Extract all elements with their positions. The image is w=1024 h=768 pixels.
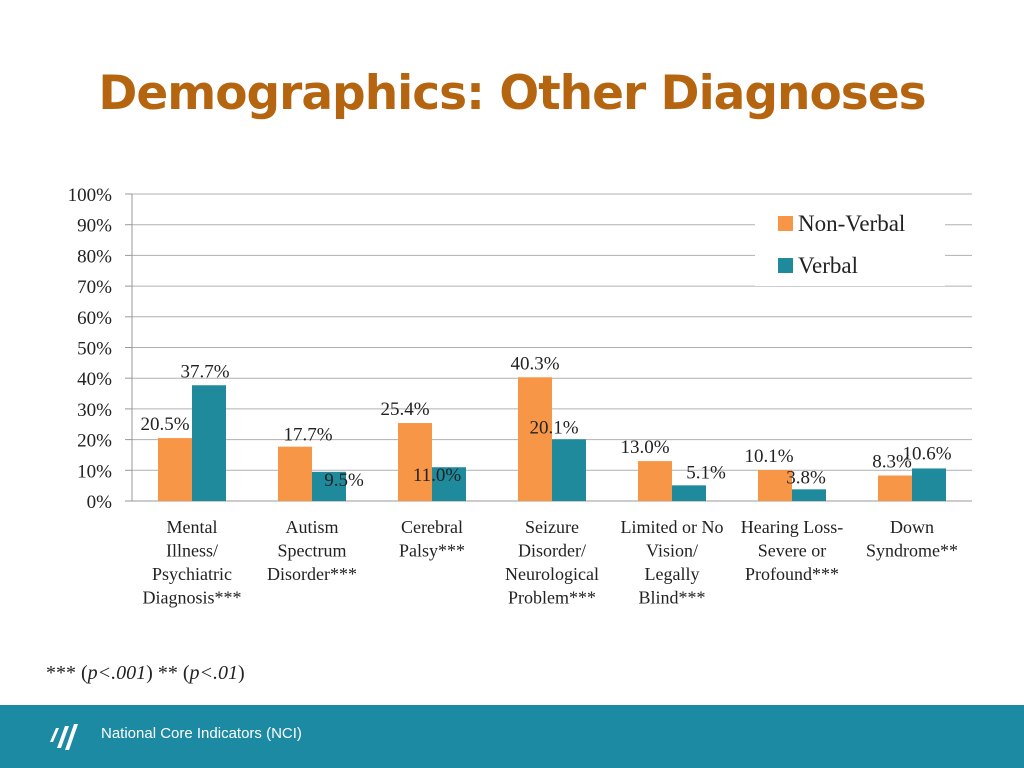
- data-label: 9.5%: [324, 470, 364, 491]
- bar-verbal: [672, 485, 706, 501]
- x-category-label: Disorder/: [518, 541, 586, 561]
- y-tick-label: 20%: [77, 431, 112, 452]
- footer-bar: National Core Indicators (NCI): [0, 705, 1024, 768]
- data-label: 8.3%: [872, 452, 912, 473]
- y-tick-label: 50%: [77, 339, 112, 360]
- y-tick-label: 100%: [68, 185, 113, 206]
- footnote-part: ): [238, 662, 245, 684]
- data-label: 5.1%: [686, 462, 726, 483]
- y-tick-label: 10%: [77, 461, 112, 482]
- data-label: 11.0%: [413, 465, 462, 486]
- y-tick-label: 60%: [77, 308, 112, 329]
- x-category-label: Vision/: [646, 541, 698, 561]
- bar-non-verbal: [398, 423, 432, 501]
- x-category-label: Autism: [285, 517, 338, 537]
- x-category-label: Neurological: [505, 564, 599, 584]
- bar-verbal: [792, 489, 826, 501]
- legend-label: Non-Verbal: [798, 211, 905, 236]
- x-category-label: Disorder***: [267, 564, 357, 584]
- data-label: 3.8%: [786, 467, 826, 488]
- legend-swatch: [778, 216, 793, 231]
- x-category-label: Diagnosis***: [143, 588, 242, 608]
- bar-non-verbal: [638, 461, 672, 501]
- x-category-label: Severe or: [758, 541, 826, 561]
- x-category-label: Down: [890, 517, 934, 537]
- x-category-label: Hearing Loss-: [741, 517, 843, 537]
- data-label: 37.7%: [180, 361, 229, 382]
- y-tick-label: 30%: [77, 400, 112, 421]
- bar-verbal: [552, 439, 586, 501]
- footnote-part: ) ** (: [146, 662, 190, 684]
- x-category-label: Profound***: [745, 564, 839, 584]
- footer-organization: National Core Indicators (NCI): [101, 725, 302, 742]
- bar-non-verbal: [278, 446, 312, 501]
- bar-non-verbal: [758, 469, 792, 501]
- x-category-label: Illness/: [166, 541, 218, 561]
- footnote-part: p<.001: [87, 662, 147, 684]
- slide-title: Demographics: Other Diagnoses: [98, 66, 926, 121]
- y-tick-label: 0%: [87, 492, 113, 513]
- x-category-label: Cerebral: [401, 517, 463, 537]
- bar-verbal: [192, 385, 226, 501]
- y-tick-label: 90%: [77, 216, 112, 237]
- data-label: 17.7%: [283, 425, 332, 446]
- y-tick-label: 70%: [77, 277, 112, 298]
- bar-non-verbal: [158, 438, 192, 501]
- data-label: 10.6%: [902, 443, 951, 464]
- x-category-label: Legally: [645, 564, 700, 584]
- data-label: 10.1%: [744, 446, 793, 467]
- legend-swatch: [778, 258, 793, 273]
- x-category-label: Spectrum: [278, 541, 347, 561]
- data-label: 13.0%: [620, 437, 669, 458]
- bar-verbal: [432, 467, 466, 501]
- x-category-label: Problem***: [508, 588, 596, 608]
- significance-footnote: *** (p<.001) ** (p<.01): [46, 662, 245, 685]
- data-label: 20.5%: [140, 414, 189, 435]
- footnote-part: *** (: [46, 662, 88, 684]
- bar-verbal: [312, 471, 346, 501]
- x-category-label: Psychiatric: [152, 564, 232, 584]
- x-category-label: Blind***: [638, 588, 705, 608]
- data-label: 40.3%: [510, 353, 559, 374]
- bar-non-verbal: [878, 475, 912, 501]
- x-category-label: Syndrome**: [866, 541, 958, 561]
- legend-label: Verbal: [798, 253, 858, 278]
- data-label: 20.1%: [529, 417, 578, 438]
- y-tick-label: 80%: [77, 246, 112, 267]
- nci-logo-icon: [50, 724, 78, 750]
- bar-chart: 0% 10% 20% 30% 40% 50% 60% 70% 80% 90% 100% 20.5% 17…: [68, 185, 972, 608]
- x-category-label: Seizure: [525, 517, 579, 537]
- bar-non-verbal: [518, 377, 552, 501]
- x-category-label: Mental: [167, 517, 218, 537]
- footnote-part: p<.01: [189, 662, 239, 684]
- x-category-label: Palsy***: [399, 541, 465, 561]
- y-tick-label: 40%: [77, 369, 112, 390]
- bar-verbal: [912, 468, 946, 501]
- x-category-label: Limited or No: [621, 517, 724, 537]
- data-label: 25.4%: [380, 399, 429, 420]
